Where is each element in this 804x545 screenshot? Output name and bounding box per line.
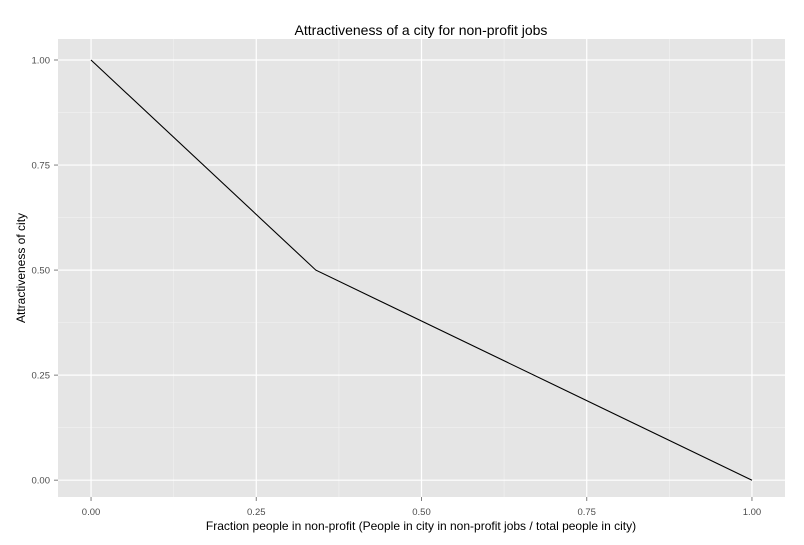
x-tick-label: 0.75	[577, 507, 596, 518]
major-gridlines	[58, 39, 785, 497]
y-tick-label: 0.50	[32, 266, 51, 277]
y-tick-label: 0.00	[32, 476, 51, 487]
x-axis-title: Fraction people in non-profit (People in…	[206, 519, 636, 533]
axis-ticks	[54, 59, 753, 501]
y-tick-label: 0.75	[32, 161, 51, 172]
y-axis-title: Attractiveness of city	[14, 213, 28, 323]
x-tick-label: 0.00	[82, 507, 101, 518]
data-series	[90, 59, 753, 481]
x-tick-label: 0.25	[247, 507, 266, 518]
axis-tick-labels: 0.00 0.25 0.50 0.75 1.00 0.00 0.25 0.50 0.75 1.00	[32, 56, 762, 518]
x-tick-label: 0.50	[412, 507, 431, 518]
y-tick-label: 0.25	[32, 371, 51, 382]
chart-title: Attractiveness of a city for non-profit …	[295, 22, 548, 38]
series-line	[90, 59, 753, 481]
y-tick-label: 1.00	[32, 56, 51, 67]
x-tick-label: 1.00	[743, 507, 762, 518]
